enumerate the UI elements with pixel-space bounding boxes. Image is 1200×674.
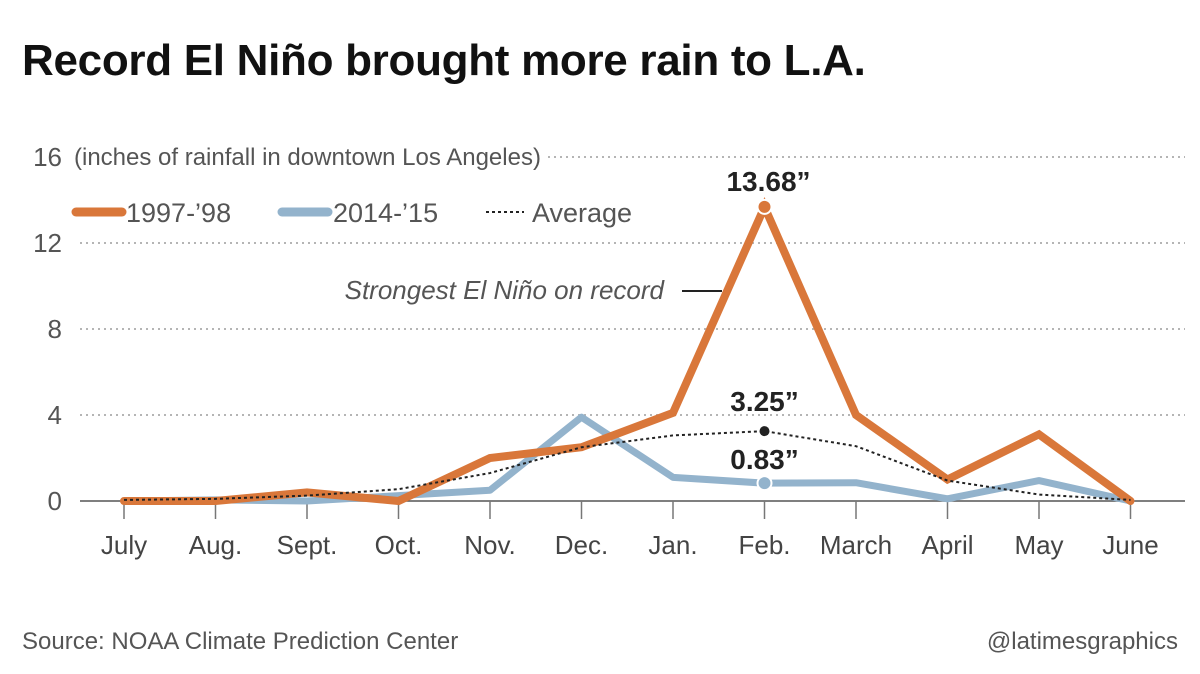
x-tick-label: July	[101, 530, 147, 560]
x-tick-label: Aug.	[189, 530, 243, 560]
x-tick-label: Dec.	[555, 530, 608, 560]
y-tick-label: 8	[48, 314, 62, 344]
data-label-2014-15-feb: 0.83”	[730, 444, 799, 475]
x-tick-label: Feb.	[738, 530, 790, 560]
y-tick-label: 0	[48, 486, 62, 516]
x-tick-label: June	[1102, 530, 1158, 560]
annotation-strongest-el-nino: Strongest El Niño on record	[345, 275, 666, 305]
legend-label-2014-15: 2014-’15	[333, 198, 438, 228]
y-tick-label: 12	[33, 228, 62, 258]
x-tick-label: May	[1014, 530, 1063, 560]
credit-handle: @latimesgraphics	[986, 628, 1178, 655]
source-note: Source: NOAA Climate Prediction Center	[22, 628, 459, 655]
x-tick-label: Nov.	[464, 530, 516, 560]
data-label-1997-98-feb: 13.68”	[726, 166, 810, 197]
series-line-average	[123, 430, 1131, 501]
data-point-1997-98-feb	[756, 198, 773, 215]
y-tick-label: 16	[33, 142, 62, 172]
data-label-average-feb: 3.25”	[730, 386, 799, 417]
series-line-1997-98	[120, 196, 1135, 506]
series-line-2014-15	[120, 413, 1134, 505]
unit-note-background	[70, 144, 547, 171]
x-tick-label: Oct.	[375, 530, 423, 560]
x-tick-label: Sept.	[277, 530, 338, 560]
x-tick-label: Jan.	[648, 530, 697, 560]
y-axis-unit-note: (inches of rainfall in downtown Los Ange…	[74, 144, 541, 171]
data-point-2014-15-feb	[756, 475, 773, 492]
x-tick-label: April	[921, 530, 973, 560]
legend-label-average: Average	[532, 198, 632, 228]
x-tick-label: March	[820, 530, 892, 560]
page-title: Record El Niño brought more rain to L.A.	[22, 36, 866, 85]
data-point-average-feb	[759, 426, 770, 437]
y-tick-label: 4	[48, 400, 62, 430]
legend-label-1997-98: 1997-’98	[126, 198, 231, 228]
